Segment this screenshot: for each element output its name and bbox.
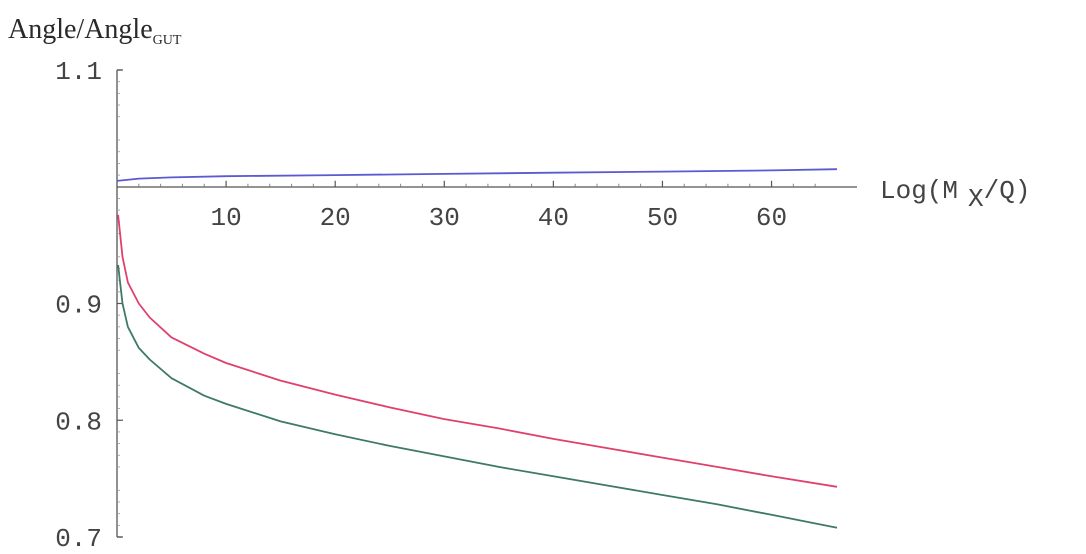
x-axis-label-suffix: /Q) — [984, 176, 1031, 206]
y-axis-label-main: Angle/Angle — [8, 14, 153, 45]
series-line-3 — [117, 264, 838, 529]
y-tick-label: 0.9 — [55, 291, 102, 321]
x-tick-label: 50 — [647, 203, 678, 233]
series-line-1 — [116, 168, 838, 182]
series-line-2 — [117, 214, 838, 488]
x-tick-label: 20 — [320, 203, 351, 233]
x-tick-label: 10 — [210, 203, 241, 233]
x-tick-label: 30 — [429, 203, 460, 233]
y-tick-label: 0.8 — [55, 407, 102, 437]
x-axis-label-subscript: X — [968, 184, 984, 214]
x-tick-label: 40 — [538, 203, 569, 233]
y-axis-label: Angle/AngleGUT — [8, 14, 182, 48]
x-axis-label: Log(M X/Q) — [880, 176, 1030, 214]
y-tick-label: 1.1 — [55, 57, 102, 87]
y-axis-label-subscript: GUT — [153, 33, 182, 48]
x-axis-label-prefix: Log(M — [880, 176, 958, 206]
x-tick-label: 60 — [756, 203, 787, 233]
y-tick-label: 0.7 — [55, 524, 102, 554]
